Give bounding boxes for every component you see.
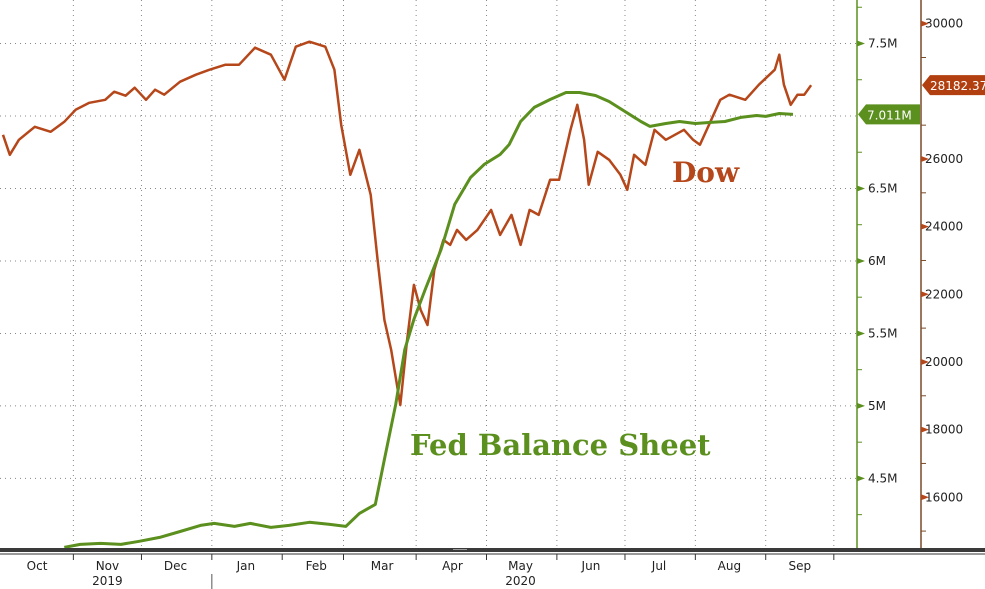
fed-tick-arrow [857,402,865,409]
dow-tick-label: 26000 [925,152,963,166]
dow-tick-arrow [921,426,929,433]
x-tick-label: Jul [651,559,666,573]
fed-tick-arrow [857,330,865,337]
dow-tick-arrow [921,291,929,298]
dow-tick-label: 30000 [925,17,963,31]
fed-tick-label: 5M [868,399,886,413]
dow-tick-arrow [921,223,929,230]
dow-last-value: 28182.37 [930,79,985,93]
x-tick-label: May [508,559,533,573]
x-tick-label: Jun [581,559,601,573]
x-tick-label: Sep [788,559,811,573]
x-tick-label: Apr [442,559,463,573]
fed-tick-arrow [857,40,865,47]
fed-balance-sheet-line [64,91,794,549]
x-tick-label: Jan [236,559,256,573]
dow-tick-label: 18000 [925,423,963,437]
dow-tick-label: 24000 [925,220,963,234]
x-tick-label: Dec [164,559,187,573]
fed-tick-label: 6M [868,254,886,268]
fed-tick-label: 5.5M [868,326,897,340]
fed-last-value: 7.011M [867,108,912,122]
dow-tick-arrow [921,358,929,365]
dow-tick-arrow [921,155,929,162]
fed-tick-label: 4.5M [868,471,897,485]
fed-tick-arrow [857,185,865,192]
fed-tick-label: 6.5M [868,181,897,195]
fed-tick-arrow [857,475,865,482]
x-tick-label: Aug [718,559,741,573]
fed-tick-label: 7.5M [868,36,897,50]
dow-line [1,40,813,407]
dow-tick-label: 22000 [925,287,963,301]
x-axis-bar [0,548,985,552]
dow-tick-arrow [921,494,929,501]
x-tick-label: Mar [371,559,394,573]
year-label: 2019 [92,574,123,588]
series-lines [1,40,813,549]
fed-last-value-tag [858,104,920,125]
year-label: 2020 [505,574,536,588]
dow-tick-label: 16000 [925,490,963,504]
dow-tick-label: 20000 [925,355,963,369]
x-tick-label: Nov [96,559,119,573]
x-tick-label: Oct [27,559,48,573]
fed-annotation: Fed Balance Sheet [410,428,711,462]
grid [0,0,858,548]
dow-annotation: Dow [672,156,740,189]
dow-last-value-tag [922,75,985,96]
fed-tick-arrow [857,257,865,264]
dow-tick-arrow [921,20,929,27]
x-tick-label: Feb [306,559,327,573]
